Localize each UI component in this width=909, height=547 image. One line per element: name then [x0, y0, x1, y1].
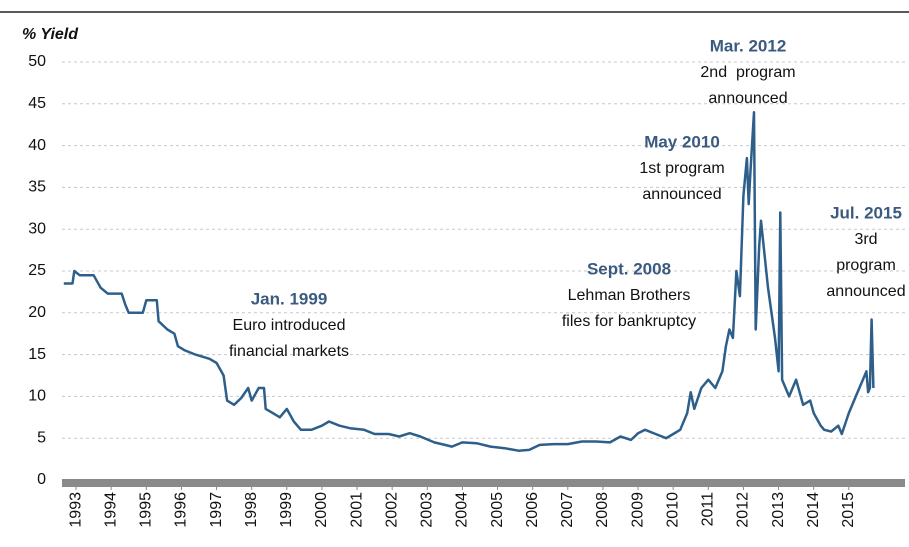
x-tick-label: 1998 [243, 492, 260, 528]
x-tick-label: 2008 [594, 492, 611, 528]
y-tick-label: 0 [37, 471, 46, 488]
x-tick-label: 2006 [524, 492, 541, 528]
x-tick-label: 1993 [67, 492, 84, 528]
y-tick-label: 10 [28, 388, 46, 405]
x-tick-label: 2001 [348, 492, 365, 528]
y-tick-label: 45 [28, 95, 46, 112]
x-tick-label: 2005 [489, 492, 506, 528]
x-tick-label: 2000 [313, 492, 330, 528]
annotation-text: program [836, 257, 896, 274]
x-tick-label: 2004 [454, 492, 471, 528]
annotation-title: Jan. 1999 [251, 289, 328, 308]
annotation-text: announced [642, 186, 721, 203]
x-tick-label: 2003 [419, 492, 436, 528]
x-tick-label: 2015 [840, 492, 857, 528]
y-tick-label: 35 [28, 179, 46, 196]
annotation-text: files for bankruptcy [562, 313, 696, 330]
x-tick-label: 2009 [629, 492, 646, 528]
y-tick-label: 15 [28, 346, 46, 363]
annotation-title: Jul. 2015 [830, 203, 902, 222]
x-tick-label: 2013 [770, 492, 787, 528]
y-tick-label: 30 [28, 220, 46, 237]
y-tick-label: 40 [28, 137, 46, 154]
annotation-title: Sept. 2008 [587, 259, 671, 278]
x-tick-label: 1994 [102, 492, 119, 528]
annotation-title: Mar. 2012 [710, 36, 787, 55]
x-tick-label: 2014 [805, 492, 822, 528]
annotation-text: Lehman Brothers [568, 287, 691, 304]
x-tick-label: 2007 [559, 492, 576, 528]
x-axis [62, 479, 905, 487]
annotation-text: announced [708, 90, 787, 107]
x-tick-label: 1997 [208, 492, 225, 528]
y-tick-label: 50 [28, 53, 46, 70]
annotation-text: 3rd [854, 231, 877, 248]
x-tick-label: 1999 [278, 492, 295, 528]
y-axis-label: % Yield [22, 26, 79, 43]
annotation-text: announced [826, 283, 905, 300]
x-tick-label: 2011 [700, 492, 717, 527]
y-tick-label: 25 [28, 262, 46, 279]
x-tick-label: 2010 [664, 492, 681, 528]
annotation-text: financial markets [229, 343, 349, 360]
annotation-text: 2nd program [700, 64, 795, 81]
y-tick-label: 20 [28, 304, 46, 321]
annotation-text: Euro introduced [233, 317, 346, 334]
x-tick-label: 2002 [383, 492, 400, 528]
annotation-text: 1st program [639, 160, 724, 177]
annotation-title: May 2010 [644, 132, 720, 151]
x-tick-label: 2012 [735, 492, 752, 528]
x-tick-label: 1995 [138, 492, 155, 528]
x-tick-label: 1996 [173, 492, 190, 528]
yield-line [63, 110, 875, 452]
y-tick-label: 5 [37, 429, 46, 446]
